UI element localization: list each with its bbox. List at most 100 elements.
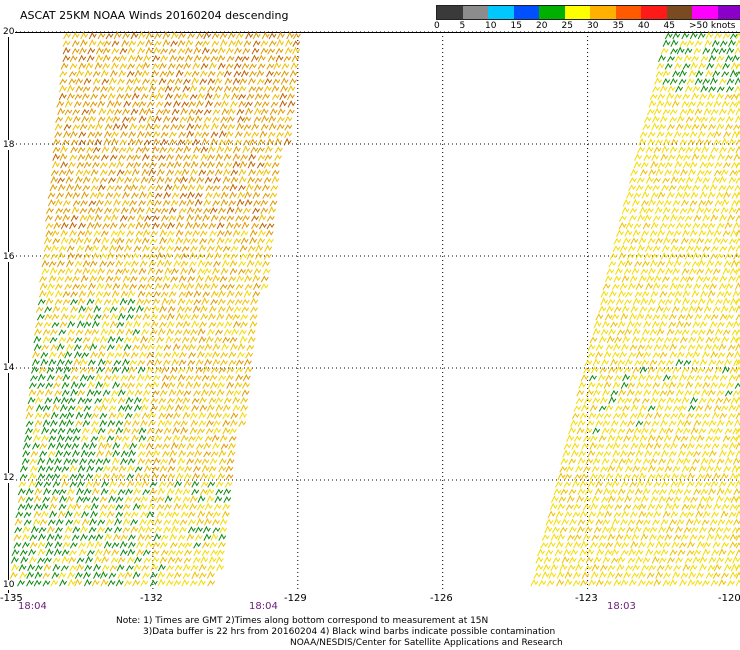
wind-barb-west-swath-1756 — [156, 510, 165, 519]
wind-barb-west-swath-536 — [190, 168, 198, 177]
wind-barb-west-swath-198 — [256, 78, 265, 85]
wind-barb-west-swath-1588 — [61, 465, 70, 473]
wind-barb-east-swath-238 — [628, 184, 637, 192]
wind-barb-west-swath-1769 — [47, 519, 56, 526]
wind-barb-west-swath-1816 — [219, 526, 228, 534]
wind-barb-west-swath-788 — [182, 237, 191, 245]
wind-barb-west-swath-1675 — [133, 487, 142, 496]
wind-barb-east-swath-893 — [718, 449, 727, 458]
wind-barb-west-swath-984 — [178, 291, 187, 298]
wind-barb-west-swath-1563 — [70, 458, 79, 465]
wind-barb-east-swath-462 — [624, 291, 633, 298]
wind-barb-east-swath-840 — [647, 434, 656, 443]
wind-barb-east-swath-257 — [666, 191, 675, 199]
wind-barb-west-swath-1707 — [182, 496, 191, 503]
wind-barb-west-swath-1712 — [223, 496, 232, 503]
wind-barb-east-swath-1079 — [720, 510, 729, 519]
wind-barb-west-swath-1936 — [133, 563, 142, 572]
wind-barb-west-swath-699 — [144, 214, 153, 222]
wind-barb-east-swath-588 — [605, 344, 614, 351]
wind-barb-east-swath-851 — [735, 434, 740, 443]
wind-barb-east-swath-842 — [663, 434, 672, 443]
wind-barb-west-swath-1067 — [191, 313, 199, 321]
wind-barb-east-swath-1144 — [649, 533, 657, 541]
wind-barb-west-swath-1412 — [132, 412, 141, 420]
wind-barb-west-swath-36 — [121, 39, 130, 47]
wind-barb-west-swath-537 — [198, 169, 207, 177]
wind-barb-west-swath-1246 — [104, 366, 113, 374]
wind-barb-west-swath-307 — [195, 108, 204, 116]
wind-barb-west-swath-1101 — [249, 320, 258, 329]
wind-barb-east-swath-712 — [643, 388, 652, 397]
wind-barb-east-swath-1171 — [662, 541, 671, 549]
wind-barb-west-swath-1403 — [59, 412, 68, 420]
legend-swatch-9 — [666, 6, 692, 19]
wind-barb-west-swath-17 — [203, 31, 212, 40]
wind-barb-west-swath-1843 — [13, 542, 22, 549]
wind-barb-east-swath-1137 — [591, 534, 600, 541]
wind-barb-west-swath-704 — [186, 213, 195, 222]
wind-barb-west-swath-1390 — [174, 404, 183, 412]
wind-barb-east-swath-810 — [584, 426, 593, 435]
wind-barb-west-swath-936 — [244, 274, 253, 283]
wind-barb-west-swath-428 — [234, 139, 243, 146]
wind-barb-east-swath-274 — [681, 199, 689, 207]
wind-barb-west-swath-764 — [216, 229, 225, 237]
wind-barb-west-swath-1230 — [195, 359, 204, 367]
wind-barb-west-swath-558 — [140, 176, 149, 184]
wind-barb-west-swath-960 — [210, 282, 219, 291]
wind-barb-west-swath-711 — [242, 214, 250, 222]
wind-barb-west-swath-1056 — [101, 313, 110, 321]
wind-barb-east-swath-755 — [655, 403, 664, 412]
wind-barb-west-swath-1152 — [222, 336, 231, 344]
wind-barb-west-swath-1842 — [218, 533, 227, 541]
wind-barb-east-swath-424 — [735, 267, 740, 275]
wind-barb-east-swath-719 — [701, 388, 710, 397]
wind-barb-west-swath-1802 — [104, 526, 113, 534]
wind-barb-east-swath-178 — [701, 145, 710, 154]
wind-barb-east-swath-599 — [695, 343, 704, 351]
wind-barb-east-swath-548 — [592, 327, 601, 336]
wind-barb-west-swath-828 — [50, 253, 59, 260]
wind-barb-east-swath-87 — [674, 93, 682, 101]
wind-barb-west-swath-1556 — [227, 449, 236, 458]
wind-barb-west-swath-1331 — [134, 389, 143, 397]
wind-barb-west-swath-1687 — [17, 495, 26, 503]
wind-barb-east-swath-1278 — [705, 572, 714, 579]
wind-barb-east-swath-739 — [698, 397, 707, 405]
wind-barb-west-swath-1488 — [98, 434, 107, 443]
wind-barb-west-swath-80 — [242, 47, 251, 55]
wind-barb-west-swath-331 — [153, 115, 162, 123]
wind-barb-east-swath-372 — [719, 245, 728, 253]
wind-barb-east-swath-277 — [705, 199, 714, 207]
wind-barb-east-swath-1146 — [664, 533, 673, 541]
wind-barb-west-swath-971 — [70, 291, 79, 298]
wind-barb-east-swath-241 — [652, 184, 661, 192]
wind-barb-west-swath-916 — [80, 274, 89, 283]
wind-barb-east-swath-510 — [728, 305, 737, 313]
wind-barb-east-swath-528 — [725, 314, 734, 321]
wind-barb-east-swath-913 — [700, 457, 709, 465]
wind-barb-west-swath-128 — [158, 62, 167, 70]
wind-barb-east-swath-834 — [598, 434, 607, 443]
wind-barb-west-swath-208 — [100, 85, 109, 93]
wind-barb-east-swath-815 — [626, 427, 635, 435]
wind-barb-west-swath-1831 — [127, 534, 136, 541]
wind-barb-east-swath-937 — [713, 464, 722, 473]
wind-barb-west-swath-1606 — [208, 465, 217, 473]
wind-barb-west-swath-1450 — [222, 419, 231, 427]
wind-barb-west-swath-1249 — [128, 365, 137, 374]
wind-barb-west-swath-1157 — [41, 344, 50, 351]
wind-barb-east-swath-186 — [660, 153, 669, 161]
wind-barb-west-swath-241 — [131, 92, 140, 101]
wind-barb-east-swath-401 — [691, 260, 700, 268]
wind-barb-east-swath-44 — [690, 61, 699, 70]
wind-barb-east-swath-226 — [646, 175, 654, 184]
wind-barb-west-swath-1524 — [177, 442, 186, 450]
wind-barb-west-swath-817 — [190, 245, 198, 253]
wind-barb-west-swath-1366 — [199, 396, 207, 405]
wind-barb-west-swath-189 — [182, 78, 191, 85]
wind-barb-east-swath-176 — [685, 146, 694, 154]
wind-barb-west-swath-759 — [175, 229, 184, 237]
wind-barb-east-swath-607 — [603, 350, 612, 359]
